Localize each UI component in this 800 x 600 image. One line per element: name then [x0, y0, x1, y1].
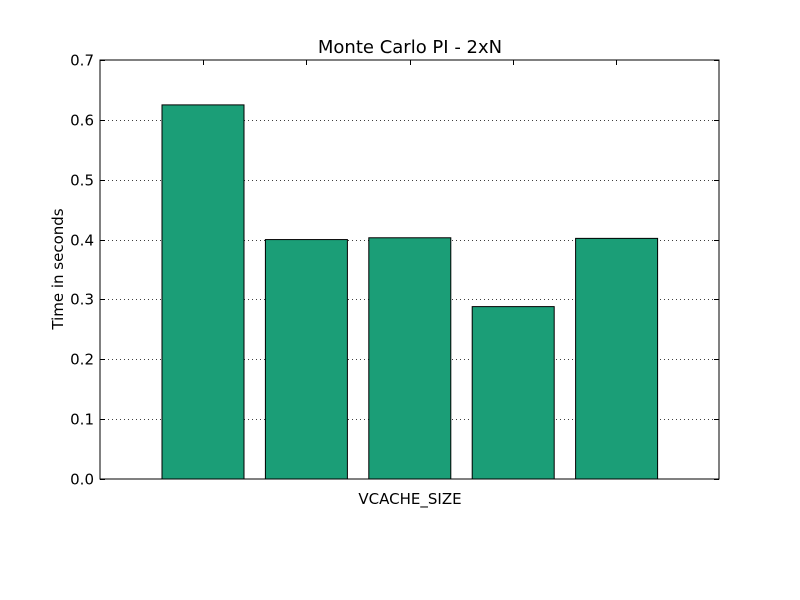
y-axis-label: Time in seconds	[49, 208, 67, 330]
y-tick-label: 0.4	[70, 232, 94, 250]
y-axis-tick-labels: 0.0 0.1 0.2 0.3 0.4 0.5 0.6 0.7	[70, 52, 94, 489]
y-tick-label: 0.3	[70, 291, 94, 309]
x-axis-label: VCACHE_SIZE	[358, 490, 461, 509]
plot-frame	[99, 59, 720, 480]
bar	[471, 306, 555, 480]
y-tick-label: 0.7	[70, 52, 94, 70]
y-tick-label: 0.0	[70, 471, 94, 489]
y-tick-label: 0.6	[70, 112, 94, 130]
chart-title: Monte Carlo PI - 2xN	[318, 37, 502, 58]
y-axis-ticks	[100, 60, 719, 480]
x-axis-ticks	[203, 60, 617, 65]
y-tick-label: 0.2	[70, 351, 94, 369]
bar	[575, 237, 659, 480]
bars	[161, 104, 659, 480]
bar	[264, 239, 348, 480]
bar	[161, 104, 245, 480]
y-tick-label: 0.5	[70, 172, 94, 190]
y-tick-label: 0.1	[70, 411, 94, 429]
bar	[368, 237, 452, 480]
